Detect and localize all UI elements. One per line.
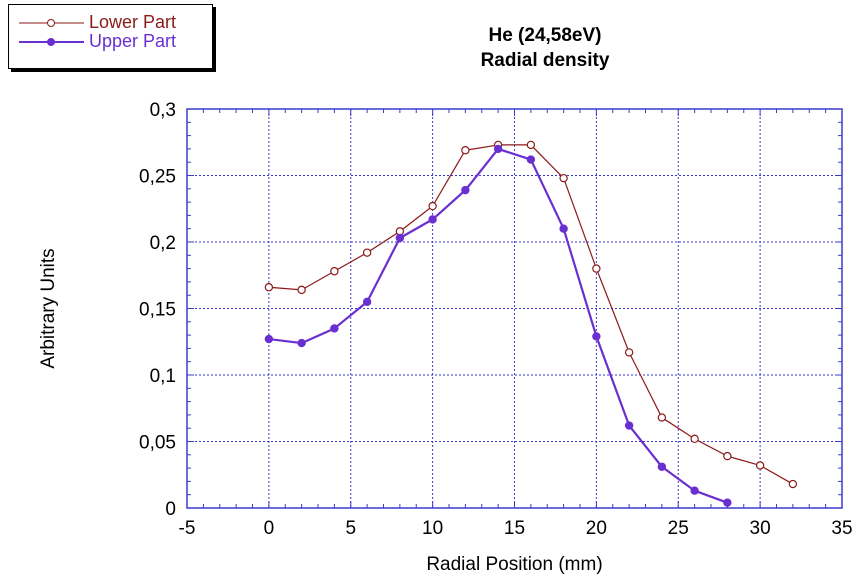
x-tick-label: 20	[586, 518, 607, 539]
y-tick-label: 0,3	[150, 100, 176, 121]
x-tick-label: 15	[504, 518, 525, 539]
data-point-lower-part	[690, 434, 699, 444]
data-point-lower-part	[755, 461, 765, 470]
series-upper-part	[264, 144, 732, 507]
data-point-lower-part	[297, 285, 306, 295]
data-point-upper-part	[461, 185, 470, 195]
legend-swatch-lower-part	[19, 19, 84, 27]
x-tick-label: 35	[831, 518, 852, 539]
plot-frame	[186, 108, 843, 509]
data-point-lower-part	[428, 201, 437, 211]
series-line-upper-part	[268, 147, 728, 504]
y-tick-label: 0,1	[150, 366, 176, 387]
data-point-lower-part	[526, 140, 536, 150]
data-point-lower-part	[461, 146, 470, 155]
data-point-upper-part	[690, 486, 699, 495]
x-tick-label: 25	[668, 518, 689, 539]
data-point-upper-part	[624, 421, 634, 430]
data-point-upper-part	[264, 334, 274, 344]
data-point-upper-part	[330, 324, 339, 333]
data-point-upper-part	[723, 498, 732, 507]
data-point-upper-part	[657, 462, 667, 471]
x-tick-label: 30	[750, 518, 771, 539]
chart-legend: Lower Part Upper Part	[8, 4, 213, 69]
data-point-lower-part	[592, 264, 601, 273]
y-tick-label: 0,2	[150, 233, 176, 254]
y-tick-label: 0,15	[139, 300, 176, 321]
x-axis-title: Radial Position (mm)	[426, 554, 602, 575]
x-tick-label: 0	[264, 518, 275, 539]
legend-swatch-upper-part	[19, 38, 84, 46]
x-tick-label: 5	[345, 518, 356, 539]
data-point-lower-part	[264, 283, 274, 292]
x-tick-label: 10	[422, 518, 443, 539]
legend-label-lower-part: Lower Part	[89, 12, 177, 32]
data-point-lower-part	[723, 451, 732, 461]
data-point-upper-part	[395, 233, 405, 243]
x-tick-label: -5	[179, 518, 196, 539]
chart-title: He (24,58eV)	[488, 25, 602, 46]
data-point-upper-part	[428, 215, 437, 224]
y-tick-label: 0,05	[139, 433, 176, 454]
y-tick-label: 0,25	[139, 167, 176, 188]
data-point-lower-part	[559, 173, 568, 183]
legend-item-upper-part: Upper Part	[9, 31, 209, 51]
legend-label-upper-part: Upper Part	[89, 31, 177, 51]
data-point-lower-part	[788, 479, 798, 489]
series-line-lower-part	[268, 144, 794, 485]
y-axis-title: Arbitrary Units	[38, 248, 59, 368]
legend-item-lower-part: Lower Part	[9, 12, 209, 32]
y-tick-label: 0	[165, 499, 176, 520]
data-point-upper-part	[493, 144, 503, 154]
data-point-upper-part	[592, 332, 601, 341]
data-point-upper-part	[526, 155, 536, 164]
chart-subtitle: Radial density	[480, 50, 610, 71]
data-point-upper-part	[297, 338, 306, 348]
series-lower-part	[264, 140, 798, 489]
data-point-upper-part	[362, 297, 372, 307]
data-point-lower-part	[330, 267, 339, 276]
data-point-lower-part	[657, 413, 667, 422]
data-point-lower-part	[624, 348, 634, 357]
data-point-lower-part	[362, 248, 372, 257]
data-point-upper-part	[559, 224, 568, 233]
